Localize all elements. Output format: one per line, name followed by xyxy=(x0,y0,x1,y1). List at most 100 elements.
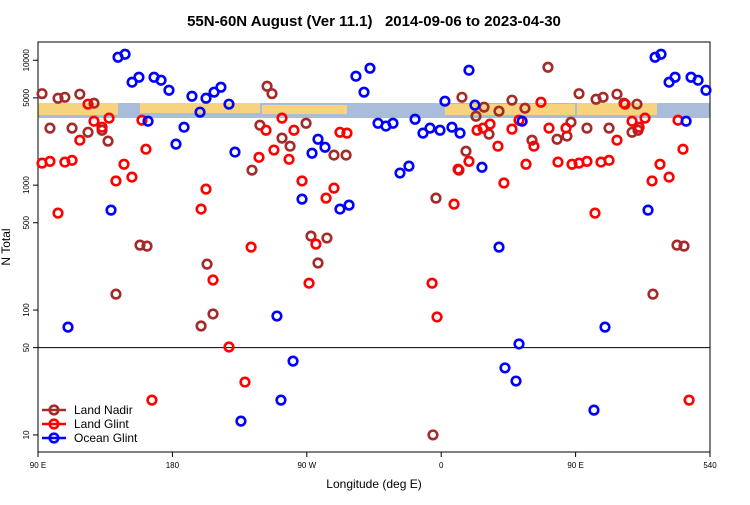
point xyxy=(647,288,659,300)
point xyxy=(246,164,258,176)
point xyxy=(552,156,564,168)
point xyxy=(599,321,611,333)
point xyxy=(310,238,322,250)
point xyxy=(492,140,504,152)
point xyxy=(646,175,658,187)
land-band xyxy=(38,103,118,115)
x-tick-label: 90 E xyxy=(567,461,583,470)
point xyxy=(119,48,131,60)
point xyxy=(126,171,138,183)
point xyxy=(671,239,683,251)
point xyxy=(155,74,167,86)
x-tick-label: 90 W xyxy=(297,461,316,470)
point xyxy=(573,88,585,100)
point xyxy=(275,394,287,406)
point xyxy=(633,121,645,133)
point xyxy=(253,151,265,163)
chart-title: 55N-60N August (Ver 11.1) 2014-09-06 to … xyxy=(187,13,561,30)
y-tick-label: 5000 xyxy=(22,88,31,106)
point xyxy=(195,203,207,215)
point xyxy=(207,308,219,320)
point xyxy=(207,274,219,286)
point xyxy=(170,138,182,150)
point xyxy=(611,88,623,100)
point xyxy=(96,121,108,133)
point xyxy=(535,96,547,108)
point xyxy=(341,127,353,139)
point xyxy=(454,127,466,139)
point xyxy=(235,415,247,427)
point xyxy=(195,320,207,332)
point xyxy=(484,118,496,130)
point xyxy=(516,115,528,127)
point xyxy=(680,115,692,127)
point xyxy=(305,230,317,242)
point xyxy=(469,99,481,111)
point xyxy=(178,121,190,133)
point xyxy=(448,198,460,210)
point xyxy=(387,117,399,129)
point xyxy=(654,158,666,170)
point xyxy=(426,277,438,289)
point xyxy=(669,71,681,83)
plot-frame xyxy=(37,41,711,453)
point xyxy=(528,140,540,152)
y-axis-label: N Total xyxy=(0,228,13,265)
point xyxy=(201,258,213,270)
point xyxy=(581,122,593,134)
point xyxy=(639,112,651,124)
point xyxy=(239,376,251,388)
point xyxy=(581,155,593,167)
point xyxy=(136,114,148,126)
point xyxy=(417,127,429,139)
point xyxy=(597,91,609,103)
point xyxy=(66,154,78,166)
point xyxy=(306,147,318,159)
point xyxy=(44,155,56,167)
point xyxy=(456,91,468,103)
point xyxy=(560,122,572,134)
point xyxy=(276,112,288,124)
point xyxy=(105,204,117,216)
point xyxy=(110,175,122,187)
point xyxy=(194,106,206,118)
point xyxy=(513,338,525,350)
point xyxy=(284,140,296,152)
point xyxy=(134,239,146,251)
point xyxy=(619,98,631,110)
point xyxy=(424,122,436,134)
series-0 xyxy=(36,61,690,441)
point xyxy=(321,232,333,244)
point xyxy=(463,155,475,167)
point xyxy=(460,145,472,157)
legend-label: Land Glint xyxy=(74,417,129,431)
point xyxy=(142,115,154,127)
point xyxy=(358,86,370,98)
point xyxy=(229,146,241,158)
y-tick-label: 500 xyxy=(22,216,31,230)
point xyxy=(470,110,482,122)
legend-marker xyxy=(48,418,60,430)
point xyxy=(589,207,601,219)
point xyxy=(296,175,308,187)
point xyxy=(328,182,340,194)
point xyxy=(334,203,346,215)
point xyxy=(543,122,555,134)
point xyxy=(519,102,531,114)
land-band xyxy=(262,105,347,114)
legend-label: Land Nadir xyxy=(74,403,133,417)
point xyxy=(44,122,56,134)
point xyxy=(471,124,483,136)
point xyxy=(319,141,331,153)
point xyxy=(59,91,71,103)
point xyxy=(118,158,130,170)
point xyxy=(82,98,94,110)
point xyxy=(430,192,442,204)
point xyxy=(334,126,346,138)
point xyxy=(493,105,505,117)
point xyxy=(223,341,235,353)
legend-marker xyxy=(48,404,60,416)
x-tick-label: 90 E xyxy=(30,461,46,470)
